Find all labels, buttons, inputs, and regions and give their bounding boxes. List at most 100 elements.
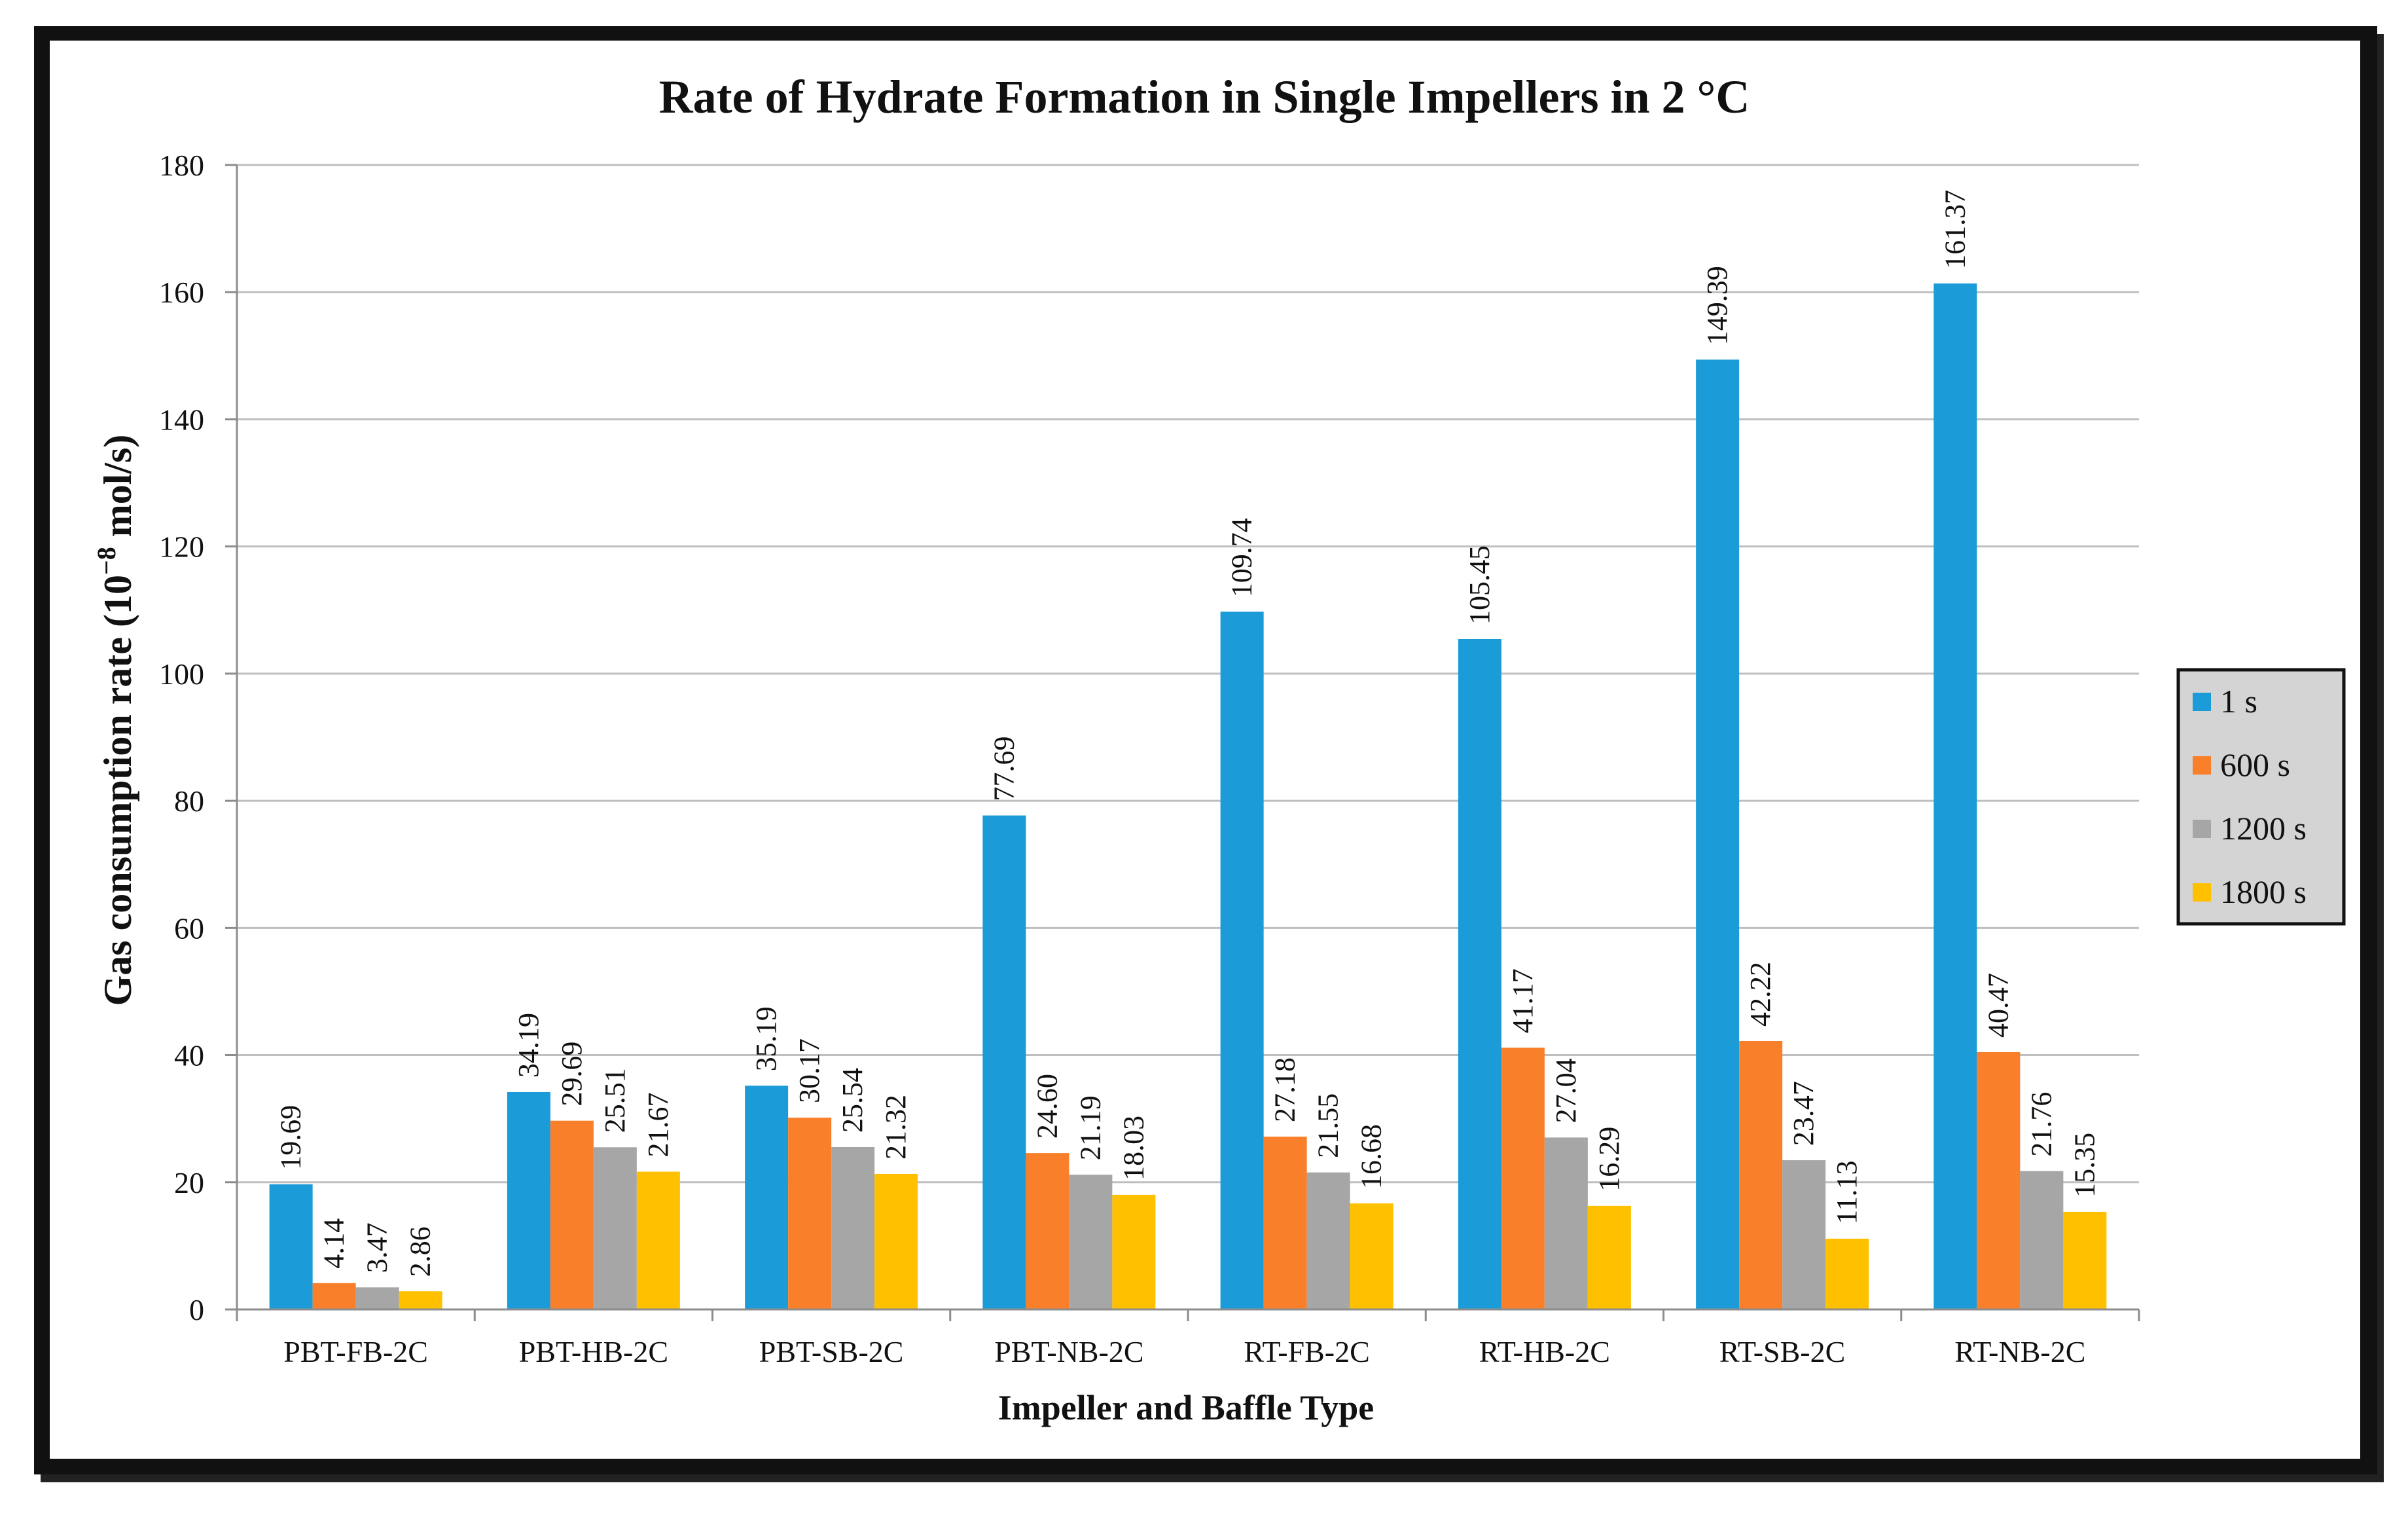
legend-swatch [2193,756,2211,775]
data-label: 2.86 [404,1226,437,1277]
bar [1220,612,1264,1309]
bar [1112,1194,1156,1309]
data-label: 77.69 [988,737,1020,801]
bar [312,1283,356,1309]
x-tick-label: PBT-SB-2C [759,1335,904,1368]
bar [1782,1160,1826,1309]
y-tick-label: 120 [159,530,204,564]
data-label: 24.60 [1031,1074,1063,1139]
data-label: 25.51 [599,1068,631,1133]
legend-box [2176,668,2346,926]
x-axis-ticks: PBT-FB-2C PBT-HB-2C PBT-SB-2C PBT-NB-2C RT-F… [236,1309,2140,1368]
bar [1544,1137,1588,1309]
data-labels: 19.69 4.14 3.47 2.86 34.19 29.69 25.51 21.67 35.… [275,190,2101,1277]
bar [593,1147,637,1309]
y-tick-label: 180 [159,149,204,182]
y-axis-title-exponent: −8 [92,547,121,575]
data-label: 42.22 [1744,962,1776,1027]
data-label: 105.45 [1464,545,1496,625]
data-label: 18.03 [1117,1116,1149,1180]
y-tick-label: 40 [174,1039,204,1072]
legend-label: 1200 s [2220,810,2307,847]
bar [1501,1048,1545,1309]
legend-label: 600 s [2220,746,2290,783]
bar [399,1291,442,1309]
legend: 1 s 600 s 1200 s 1800 s [2176,668,2346,926]
bar [788,1118,832,1309]
data-label: 40.47 [1982,973,2014,1038]
data-label: 35.19 [750,1006,782,1071]
bars [269,283,2107,1310]
data-label: 21.67 [642,1093,674,1158]
data-label: 41.17 [1507,968,1539,1033]
data-label: 27.04 [1550,1058,1582,1123]
bar [1825,1238,1869,1309]
chart-title: Rate of Hydrate Formation in Single Impe… [659,71,1750,123]
data-label: 109.74 [1226,518,1258,597]
data-label: 25.54 [836,1068,869,1133]
bar [636,1171,680,1309]
x-tick-label: RT-SB-2C [1719,1335,1845,1368]
bar [2020,1171,2064,1309]
legend-swatch [2193,883,2211,902]
x-tick-label: RT-FB-2C [1244,1335,1369,1368]
axes [236,165,2139,1311]
bar [1587,1205,1631,1309]
bar [507,1091,550,1309]
bar [745,1086,789,1309]
x-tick-label: PBT-HB-2C [519,1335,668,1368]
data-label: 21.19 [1074,1095,1106,1160]
x-tick-label: PBT-FB-2C [283,1335,428,1368]
data-label: 16.29 [1593,1127,1625,1192]
y-axis-ticks: 0 20 40 60 80 100 120 140 160 180 [159,149,237,1326]
legend-label: 1 s [2220,683,2257,720]
y-tick-label: 60 [174,911,204,945]
bar [1739,1040,1783,1309]
bar [1977,1051,2021,1309]
bar [1350,1203,1393,1309]
legend-swatch [2193,820,2211,838]
data-label: 11.13 [1831,1161,1863,1224]
y-tick-label: 100 [159,657,204,691]
bar [1933,283,1977,1310]
data-label: 21.55 [1312,1093,1344,1158]
legend-label: 1800 s [2220,873,2307,910]
bar [982,815,1026,1309]
y-tick-label: 0 [189,1293,204,1326]
data-label: 149.39 [1701,266,1733,345]
data-label: 30.17 [793,1038,825,1103]
bar [874,1173,918,1309]
x-tick-label: RT-HB-2C [1479,1335,1610,1368]
y-tick-label: 20 [174,1166,204,1199]
x-tick-label: RT-NB-2C [1954,1335,2085,1368]
bar [1696,359,1740,1310]
bar [2063,1211,2107,1309]
x-tick-label: PBT-NB-2C [994,1335,1143,1368]
data-label: 4.14 [318,1218,350,1269]
data-label: 161.37 [1939,190,1971,269]
data-label: 23.47 [1788,1081,1820,1146]
legend-swatch [2193,693,2211,711]
bar [355,1287,399,1309]
y-tick-label: 160 [159,276,204,309]
y-axis-title-suffix: mol/s) [96,435,139,547]
bar [1026,1153,1069,1309]
data-label: 3.47 [361,1222,393,1273]
x-axis-title: Impeller and Baffle Type [998,1388,1375,1427]
data-label: 16.68 [1356,1124,1388,1189]
bar [1458,638,1501,1309]
y-axis-title-prefix: Gas consumption rate (10 [96,575,139,1006]
y-tick-label: 80 [174,784,204,818]
bar [269,1184,313,1309]
data-label: 29.69 [556,1042,588,1106]
y-tick-label: 140 [159,403,204,436]
data-label: 21.32 [880,1095,912,1160]
y-axis-title: Gas consumption rate (10−8 mol/s) [92,435,139,1006]
bar [1306,1172,1350,1309]
data-label: 21.76 [2025,1092,2057,1157]
data-label: 15.35 [2068,1133,2100,1197]
bar [1069,1175,1113,1309]
bar [831,1146,875,1309]
bar [1263,1137,1307,1309]
